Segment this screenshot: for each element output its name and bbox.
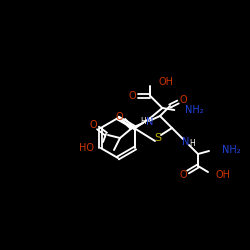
Text: NH₂: NH₂ <box>185 105 204 115</box>
Text: N: N <box>146 117 154 127</box>
Text: O: O <box>115 112 123 122</box>
Text: NH₂: NH₂ <box>222 145 240 155</box>
Text: HO: HO <box>79 143 94 153</box>
Text: O: O <box>89 120 97 130</box>
Text: H: H <box>189 140 195 148</box>
Text: O: O <box>128 91 136 101</box>
Text: S: S <box>154 133 162 143</box>
Text: O: O <box>179 95 187 105</box>
Text: N: N <box>182 137 190 147</box>
Text: H: H <box>140 118 146 126</box>
Text: OH: OH <box>158 77 173 87</box>
Text: O: O <box>179 170 187 180</box>
Text: OH: OH <box>216 170 231 180</box>
